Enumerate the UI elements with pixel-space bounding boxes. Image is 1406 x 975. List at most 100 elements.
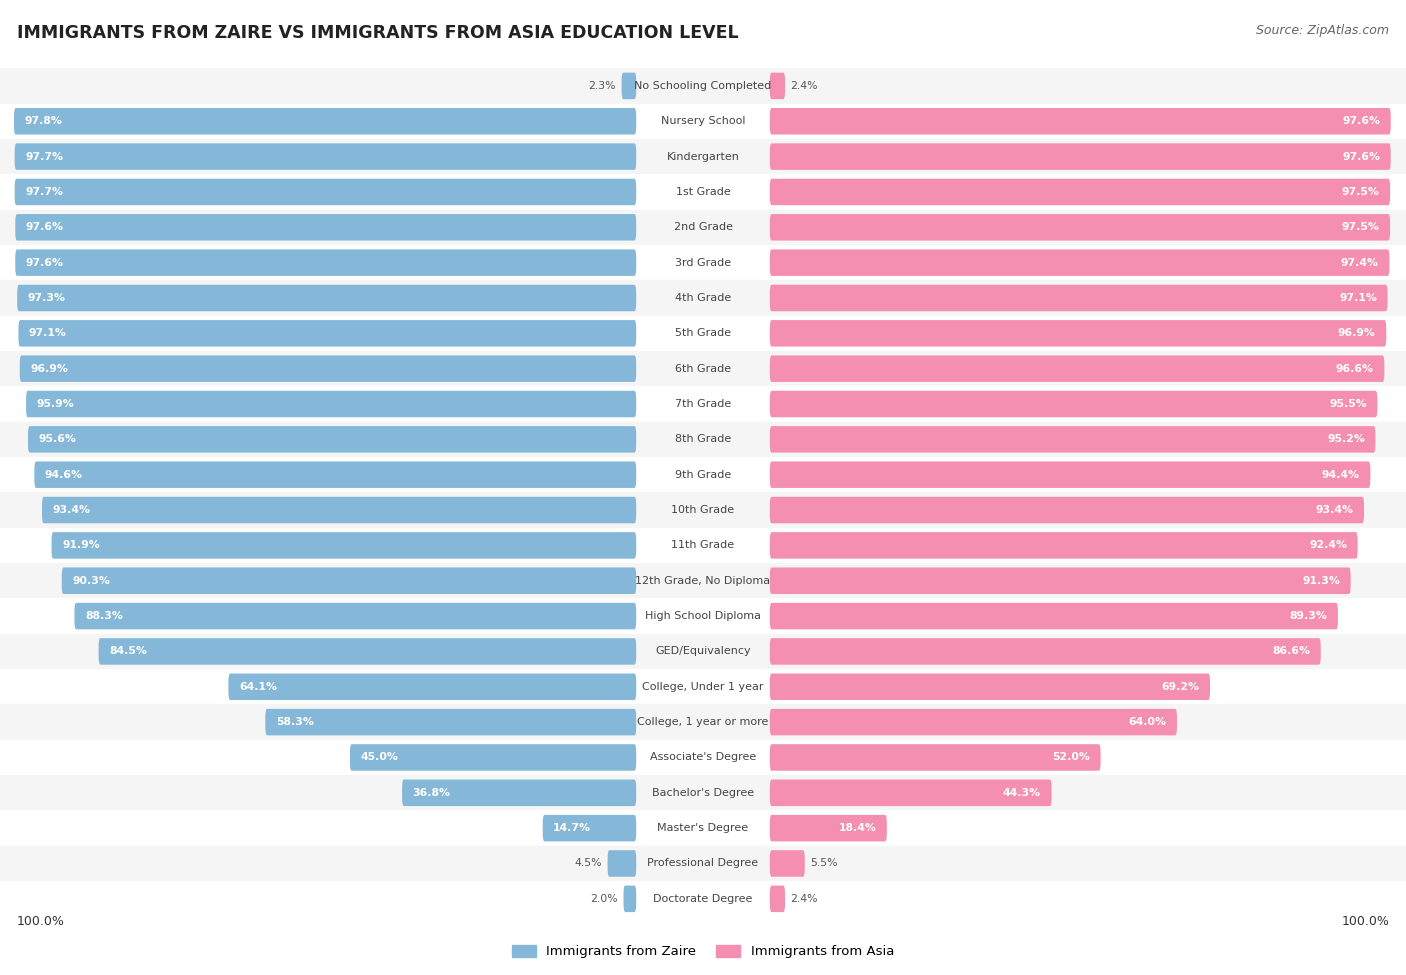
Text: 58.3%: 58.3% [276, 717, 314, 727]
Bar [0, 245, 1406, 281]
Text: 91.9%: 91.9% [62, 540, 100, 551]
Text: 86.6%: 86.6% [1272, 646, 1310, 656]
Text: 69.2%: 69.2% [1161, 682, 1199, 692]
Text: 45.0%: 45.0% [360, 753, 398, 762]
Bar [0, 599, 1406, 634]
Text: 96.9%: 96.9% [31, 364, 67, 373]
FancyBboxPatch shape [607, 850, 637, 877]
FancyBboxPatch shape [770, 461, 1371, 488]
FancyBboxPatch shape [17, 285, 637, 311]
Bar [0, 316, 1406, 351]
Text: Source: ZipAtlas.com: Source: ZipAtlas.com [1256, 24, 1389, 37]
Text: 97.5%: 97.5% [1341, 187, 1379, 197]
FancyBboxPatch shape [350, 744, 637, 770]
Bar [0, 669, 1406, 704]
FancyBboxPatch shape [770, 497, 1364, 524]
Text: 97.3%: 97.3% [28, 292, 66, 303]
FancyBboxPatch shape [98, 639, 637, 665]
FancyBboxPatch shape [770, 780, 1052, 806]
Bar [0, 492, 1406, 527]
Legend: Immigrants from Zaire, Immigrants from Asia: Immigrants from Zaire, Immigrants from A… [506, 940, 900, 963]
Text: 2nd Grade: 2nd Grade [673, 222, 733, 232]
Text: 95.9%: 95.9% [37, 399, 75, 410]
FancyBboxPatch shape [770, 567, 1351, 594]
Text: 97.6%: 97.6% [1343, 116, 1381, 127]
FancyBboxPatch shape [770, 214, 1391, 241]
Text: 97.7%: 97.7% [25, 187, 63, 197]
Bar [0, 281, 1406, 316]
FancyBboxPatch shape [770, 391, 1378, 417]
Bar [0, 810, 1406, 845]
FancyBboxPatch shape [770, 639, 1320, 665]
Bar [0, 422, 1406, 457]
FancyBboxPatch shape [770, 744, 1101, 770]
Text: College, Under 1 year: College, Under 1 year [643, 682, 763, 692]
Text: Nursery School: Nursery School [661, 116, 745, 127]
FancyBboxPatch shape [18, 320, 637, 346]
Bar [0, 351, 1406, 386]
Text: 97.5%: 97.5% [1341, 222, 1379, 232]
Text: College, 1 year or more: College, 1 year or more [637, 717, 769, 727]
FancyBboxPatch shape [770, 285, 1388, 311]
Text: 9th Grade: 9th Grade [675, 470, 731, 480]
Bar [0, 740, 1406, 775]
Text: 5.5%: 5.5% [810, 858, 838, 869]
Text: 44.3%: 44.3% [1002, 788, 1040, 798]
Text: 36.8%: 36.8% [412, 788, 451, 798]
Bar [0, 210, 1406, 245]
Bar [0, 704, 1406, 740]
FancyBboxPatch shape [621, 73, 637, 99]
FancyBboxPatch shape [543, 815, 637, 841]
Text: 91.3%: 91.3% [1302, 575, 1340, 586]
Text: 95.6%: 95.6% [38, 434, 76, 445]
FancyBboxPatch shape [14, 143, 637, 170]
FancyBboxPatch shape [42, 497, 637, 524]
FancyBboxPatch shape [770, 674, 1211, 700]
Text: 97.6%: 97.6% [25, 257, 63, 268]
Text: 2.4%: 2.4% [790, 81, 818, 91]
Text: 100.0%: 100.0% [17, 915, 65, 928]
FancyBboxPatch shape [228, 674, 637, 700]
Bar [0, 386, 1406, 422]
FancyBboxPatch shape [15, 214, 637, 241]
Text: 92.4%: 92.4% [1309, 540, 1347, 551]
Text: 97.4%: 97.4% [1341, 257, 1379, 268]
Text: 3rd Grade: 3rd Grade [675, 257, 731, 268]
FancyBboxPatch shape [770, 250, 1389, 276]
Text: 97.8%: 97.8% [24, 116, 62, 127]
Text: No Schooling Completed: No Schooling Completed [634, 81, 772, 91]
FancyBboxPatch shape [62, 567, 637, 594]
Text: 64.0%: 64.0% [1129, 717, 1167, 727]
Text: 64.1%: 64.1% [239, 682, 277, 692]
Bar [0, 845, 1406, 881]
FancyBboxPatch shape [75, 603, 637, 629]
Bar [0, 775, 1406, 810]
Text: 89.3%: 89.3% [1289, 611, 1327, 621]
Text: 94.6%: 94.6% [45, 470, 83, 480]
FancyBboxPatch shape [770, 73, 785, 99]
FancyBboxPatch shape [266, 709, 637, 735]
FancyBboxPatch shape [770, 532, 1358, 559]
Text: 84.5%: 84.5% [110, 646, 148, 656]
Bar [0, 564, 1406, 599]
Text: 90.3%: 90.3% [72, 575, 110, 586]
Text: 95.2%: 95.2% [1327, 434, 1365, 445]
Text: 100.0%: 100.0% [1341, 915, 1389, 928]
FancyBboxPatch shape [770, 850, 804, 877]
Text: 18.4%: 18.4% [838, 823, 876, 834]
Text: 12th Grade, No Diploma: 12th Grade, No Diploma [636, 575, 770, 586]
Bar [0, 527, 1406, 564]
FancyBboxPatch shape [770, 320, 1386, 346]
Text: 88.3%: 88.3% [84, 611, 122, 621]
FancyBboxPatch shape [20, 356, 637, 382]
Text: 97.7%: 97.7% [25, 151, 63, 162]
FancyBboxPatch shape [27, 391, 637, 417]
Text: 11th Grade: 11th Grade [672, 540, 734, 551]
Text: Professional Degree: Professional Degree [647, 858, 759, 869]
Bar [0, 175, 1406, 210]
Bar [0, 634, 1406, 669]
Text: High School Diploma: High School Diploma [645, 611, 761, 621]
Text: IMMIGRANTS FROM ZAIRE VS IMMIGRANTS FROM ASIA EDUCATION LEVEL: IMMIGRANTS FROM ZAIRE VS IMMIGRANTS FROM… [17, 24, 738, 42]
FancyBboxPatch shape [770, 885, 785, 912]
FancyBboxPatch shape [770, 108, 1391, 135]
